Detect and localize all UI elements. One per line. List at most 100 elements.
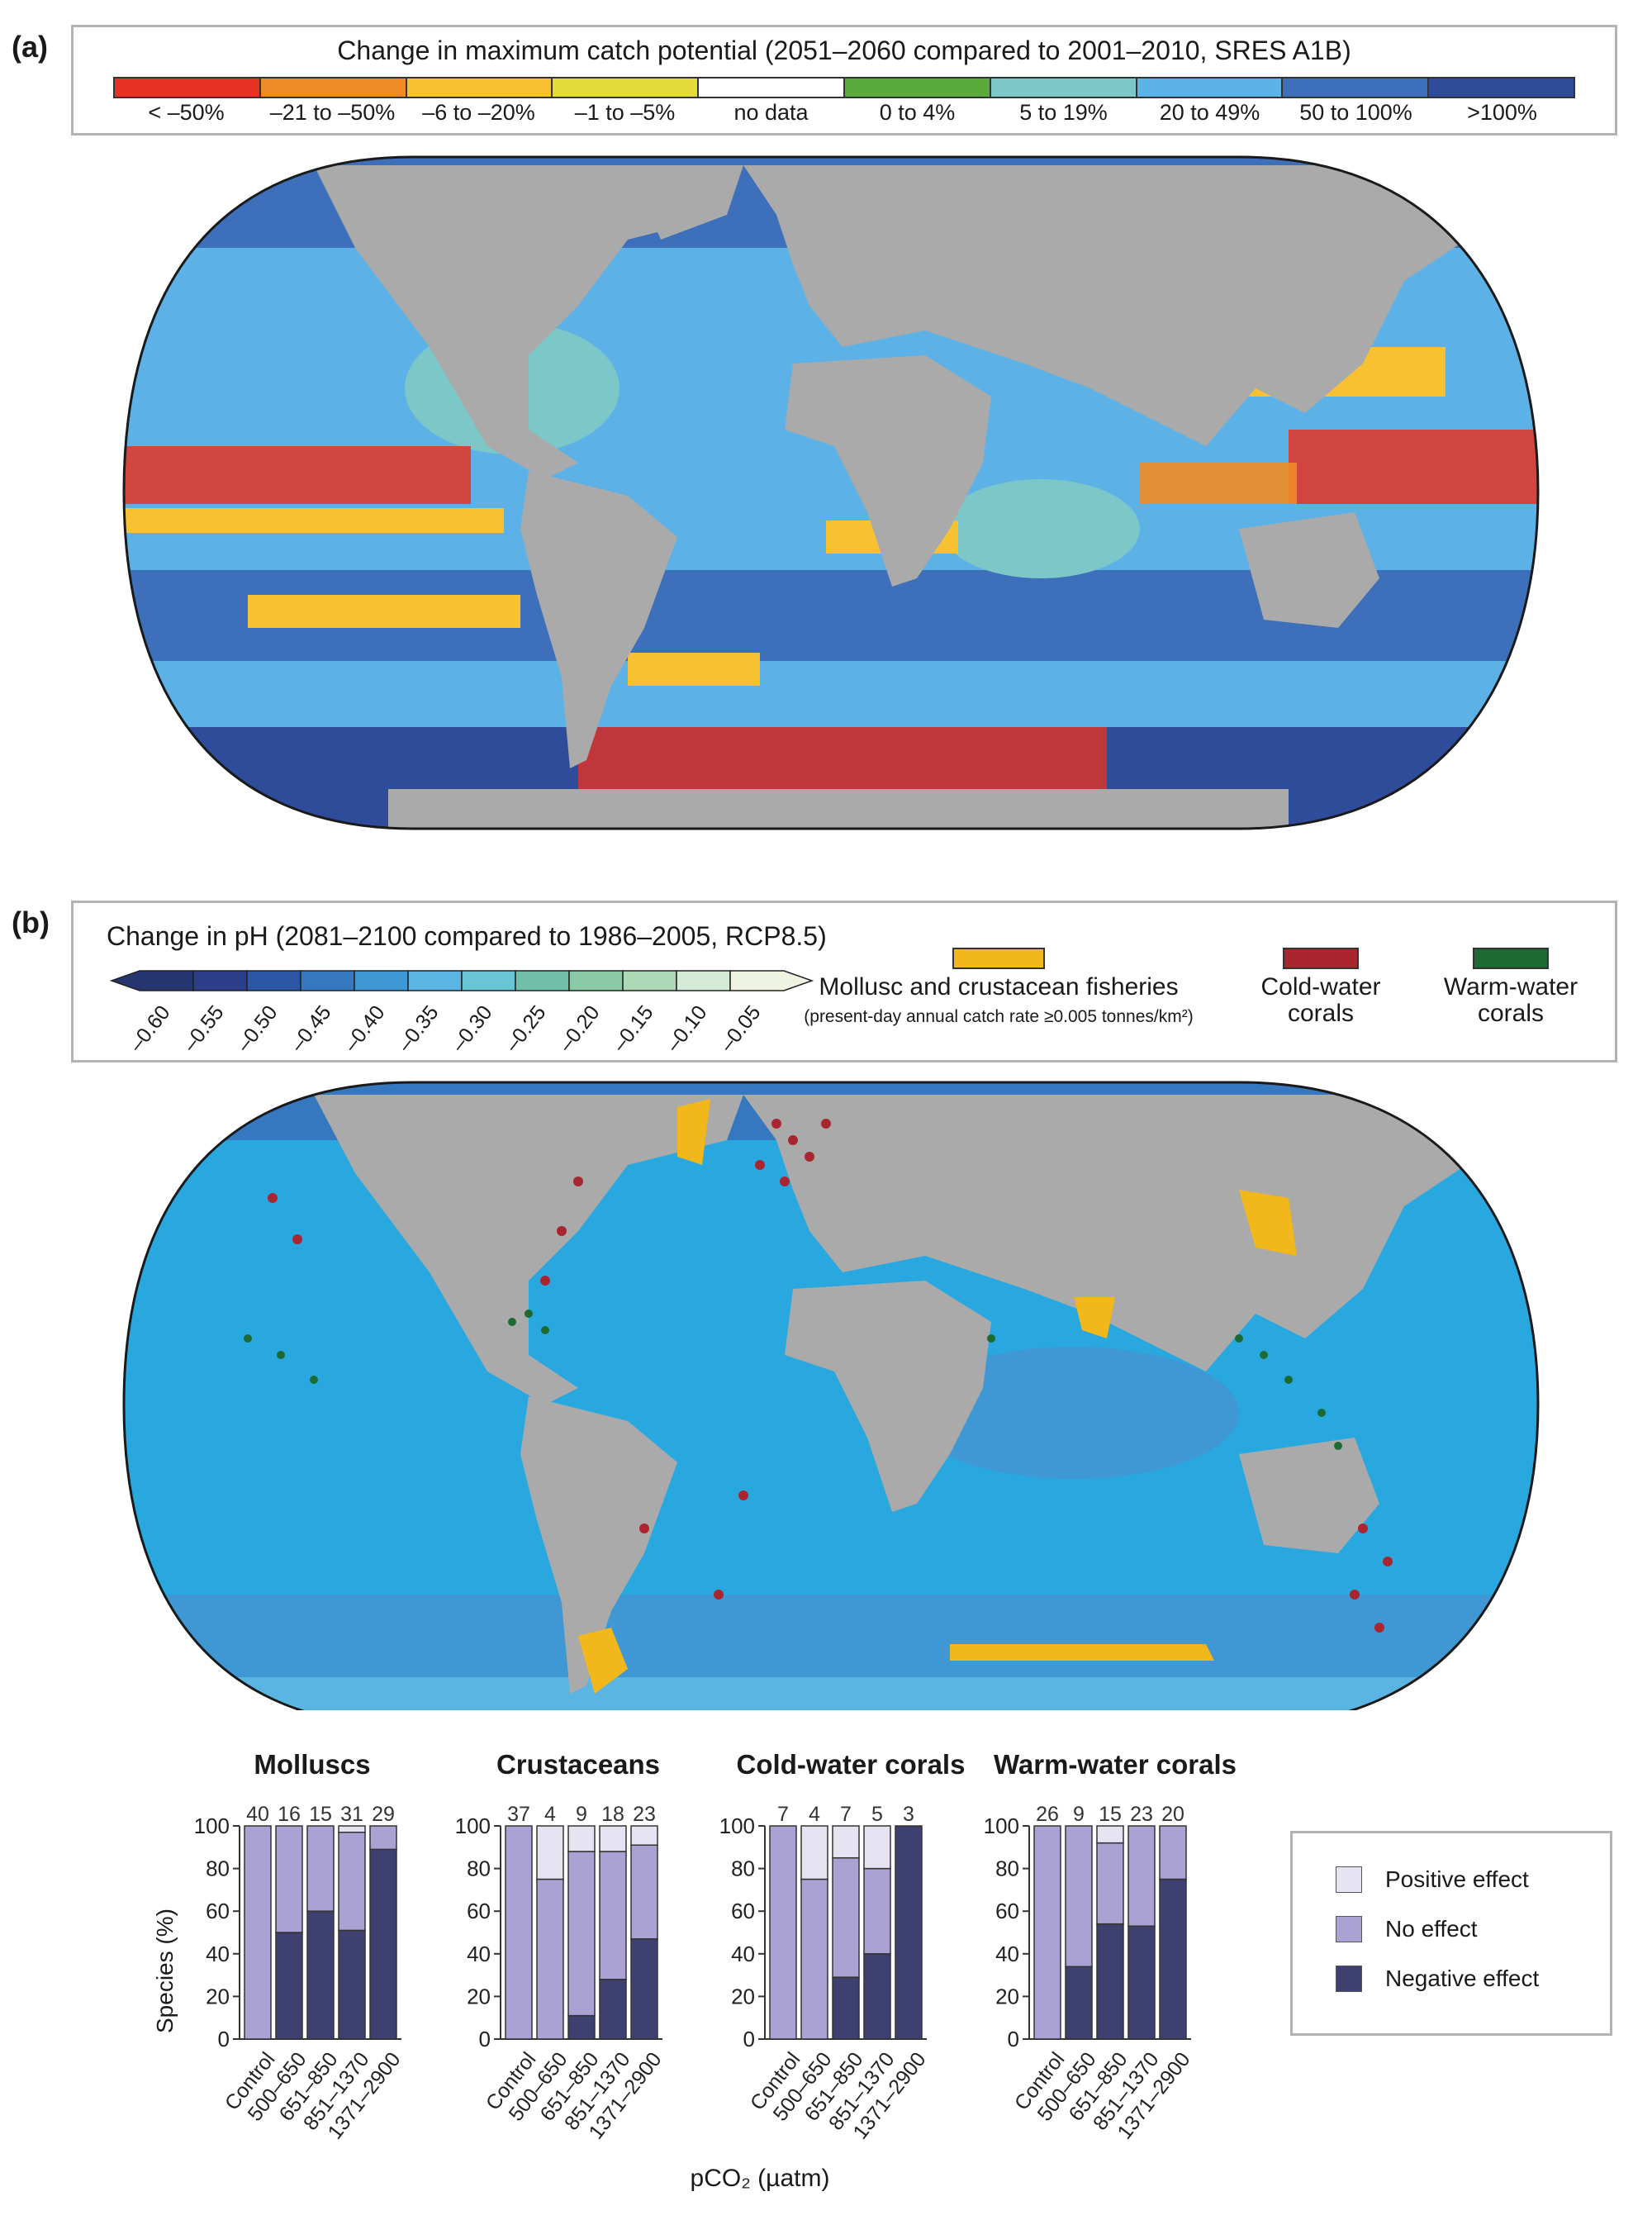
catch-swatch xyxy=(990,78,1137,97)
ph-map xyxy=(122,1081,1540,1710)
catch-swatch-label: –6 to –20% xyxy=(422,100,535,125)
cold-water-corals-swatch xyxy=(1283,948,1359,969)
bar-legend: Positive effect No effect Negative effec… xyxy=(1290,1831,1612,2036)
ph-tick-label: –0.30 xyxy=(447,1001,497,1057)
bar-segment-positive-effect xyxy=(536,1825,564,1880)
catch-swatch-label: 50 to 100% xyxy=(1299,100,1412,125)
ph-map-outline xyxy=(122,1081,1540,1710)
bar-legend-positive: Positive effect xyxy=(1336,1866,1529,1893)
sample-count-label: 37 xyxy=(507,1803,530,1826)
bar-segment-no-effect xyxy=(369,1825,397,1851)
catch-loss-band-southern xyxy=(578,727,1107,793)
bar-segment-negative-effect xyxy=(599,1979,627,2040)
y-tick-label: 60 xyxy=(467,1899,491,1923)
bar-segment-no-effect xyxy=(1065,1825,1093,1968)
bar-segment-no-effect xyxy=(536,1878,564,2040)
bar-segment-no-effect xyxy=(338,1831,366,1932)
bar-legend-no-effect: No effect xyxy=(1336,1916,1478,1942)
sample-count-label: 16 xyxy=(278,1803,301,1826)
catch-swatch xyxy=(1429,78,1574,97)
sample-count-label: 23 xyxy=(633,1803,656,1826)
sample-count-label: 15 xyxy=(1099,1803,1122,1826)
sample-count-label: 5 xyxy=(871,1803,883,1826)
catch-map xyxy=(122,155,1540,830)
sample-count-label: 20 xyxy=(1161,1803,1184,1826)
catch-swatch-label: < –50% xyxy=(148,100,225,125)
ph-tick-label: –0.10 xyxy=(662,1001,712,1057)
cold-water-corals-key-label: Cold-water corals xyxy=(1260,973,1381,1027)
ph-color-segment xyxy=(354,970,409,991)
bar-segment-no-effect xyxy=(1033,1825,1061,2040)
ph-color-segment xyxy=(192,970,248,991)
sample-count-label: 7 xyxy=(777,1803,789,1826)
catch-legend: Change in maximum catch potential (2051–… xyxy=(71,25,1617,135)
bar-segment-negative-effect xyxy=(1159,1878,1187,2040)
fisheries-key-label: Mollusc and crustacean fisheries xyxy=(819,973,1179,1001)
catch-swatch xyxy=(260,78,407,97)
bar-segment-positive-effect xyxy=(630,1825,658,1846)
sample-count-label: 4 xyxy=(544,1803,556,1826)
bar-segment-no-effect xyxy=(505,1825,533,2040)
catch-loss-band-pacific xyxy=(124,446,471,504)
ph-color-segment xyxy=(300,970,355,991)
chart-title-cold-water-corals: Cold-water corals xyxy=(736,1749,966,1780)
y-tick-label: 0 xyxy=(479,2027,491,2051)
y-tick-label: 80 xyxy=(206,1856,230,1881)
y-tick-label: 40 xyxy=(995,1942,1019,1966)
bar-segment-negative-effect xyxy=(369,1848,397,2040)
ph-tick-labels: –0.60 –0.55 –0.50 –0.45 –0.40 –0.35 –0.30 –0.25… xyxy=(107,992,817,1058)
bar-segment-no-effect xyxy=(599,1851,627,1980)
bar-segment-no-effect xyxy=(800,1878,828,2040)
ph-color-segment xyxy=(461,970,516,991)
y-axis-label: Species (%) xyxy=(152,1909,178,2033)
y-tick-label: 20 xyxy=(467,1984,491,2008)
catch-swatch-label: –1 to –5% xyxy=(574,100,676,125)
ph-tick-label: –0.55 xyxy=(178,1001,229,1057)
bar-segment-no-effect xyxy=(306,1825,335,1912)
sample-count-label: 18 xyxy=(601,1803,624,1826)
catch-swatch-label: 5 to 19% xyxy=(1019,100,1108,125)
ph-tick-label: –0.15 xyxy=(608,1001,658,1057)
catch-swatch-label: 20 to 49% xyxy=(1159,100,1260,125)
ph-tick-label: –0.35 xyxy=(393,1001,444,1057)
negative-effect-label: Negative effect xyxy=(1385,1966,1540,1991)
sample-count-label: 3 xyxy=(903,1803,914,1826)
ph-tick-label: –0.25 xyxy=(501,1001,551,1057)
catch-swatch xyxy=(1283,78,1430,97)
bar-segment-no-effect xyxy=(567,1851,596,2017)
y-tick-label: 40 xyxy=(731,1942,755,1966)
bar-segment-negative-effect xyxy=(338,1929,366,2040)
bar-segment-negative-effect xyxy=(567,2014,596,2040)
bar-segment-positive-effect xyxy=(338,1825,366,1833)
bar-segment-no-effect xyxy=(630,1844,658,1940)
bar-segment-positive-effect xyxy=(1096,1825,1124,1844)
bar-segment-no-effect xyxy=(863,1867,891,1955)
sample-count-label: 4 xyxy=(809,1803,820,1826)
y-tick-label: 20 xyxy=(731,1984,755,2008)
bar-segment-positive-effect xyxy=(832,1825,860,1859)
warm-water-coral-sites xyxy=(244,1310,1342,1450)
bar-legend-negative: Negative effect xyxy=(1336,1966,1539,1992)
bar-segment-no-effect xyxy=(832,1856,860,1978)
ph-color-segment xyxy=(729,970,814,991)
sample-count-label: 15 xyxy=(309,1803,332,1826)
sample-count-label: 31 xyxy=(340,1803,363,1826)
sample-count-label: 9 xyxy=(576,1803,587,1826)
bar-segment-positive-effect xyxy=(599,1825,627,1852)
ph-tick-label: –0.45 xyxy=(286,1001,336,1057)
sample-count-label: 7 xyxy=(840,1803,852,1826)
ph-tick-label: –0.40 xyxy=(339,1001,390,1057)
y-tick-label: 40 xyxy=(467,1942,491,1966)
panel-a-label: (a) xyxy=(12,30,48,64)
catch-loss-band-west-pacific xyxy=(1289,430,1538,504)
bar-segment-negative-effect xyxy=(630,1937,658,2040)
y-tick-label: 100 xyxy=(194,1814,230,1838)
ph-color-bar xyxy=(109,970,814,991)
catch-swatch xyxy=(1137,78,1284,97)
bar-segment-negative-effect xyxy=(1096,1923,1124,2040)
x-axis-label: pCO₂ (µatm) xyxy=(690,2165,830,2192)
bar-segment-positive-effect xyxy=(800,1825,828,1880)
bar-segment-negative-effect xyxy=(895,1825,923,2040)
ph-color-segment xyxy=(676,970,731,991)
